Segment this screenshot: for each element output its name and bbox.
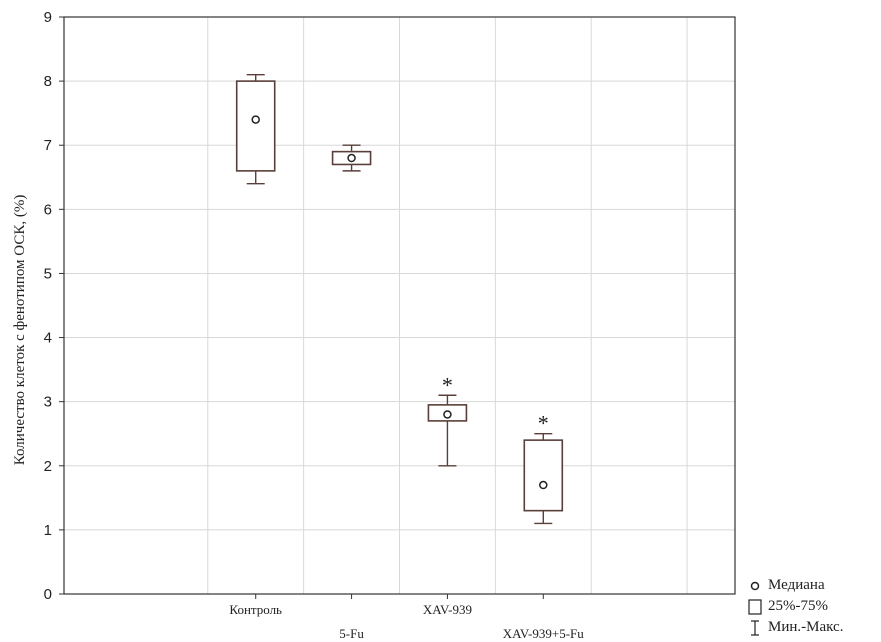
legend-label-box: 25%-75% [768,598,828,614]
median-point [443,410,452,419]
y-tick-label: 7 [44,137,52,154]
whisker-icon [745,619,765,637]
boxes: ** [235,73,564,525]
y-tick-label: 8 [44,73,52,90]
significance-marker: * [442,372,453,397]
significance-marker: * [538,411,549,436]
iqr-box [235,80,276,172]
legend-item-whisker: Мин.-Макс. [745,617,843,638]
y-tick-label: 3 [44,394,52,411]
box-icon [745,598,765,616]
median-circle-icon [745,579,765,593]
legend-label-median: Медиана [768,577,825,593]
y-axis-label: Количество клеток с фенотипом ОСК, (%) [12,195,28,466]
y-tick-label: 5 [44,265,52,282]
axes: 0 1 2 3 4 5 6 7 8 9 Контроль 5-Fu XAV-939 XAV-939+5-F… [44,9,736,641]
legend-item-box: 25%-75% [745,596,843,617]
y-tick-label: 9 [44,9,52,26]
y-tick-label: 0 [44,586,52,603]
median-point [539,480,548,490]
plot-frame [63,16,736,595]
y-tick-label: 2 [44,458,52,475]
y-tick-label: 4 [44,330,52,347]
legend-item-median: Медиана [745,575,843,596]
legend-label-whisker: Мин.-Макс. [768,619,844,635]
y-tick-label: 6 [44,201,52,218]
legend: Медиана 25%-75% Мин.-Макс. [745,575,843,638]
x-tick-label: 5-Fu [339,626,364,641]
iqr-box [523,439,564,512]
median-point [251,115,260,124]
median-point [347,153,356,163]
y-tick-label: 1 [44,522,52,539]
x-tick-label: XAV-939+5-Fu [503,626,585,641]
x-tick-label: XAV-939 [423,602,472,617]
grid-lines [64,17,735,594]
x-tick-label: Контроль [229,602,282,617]
